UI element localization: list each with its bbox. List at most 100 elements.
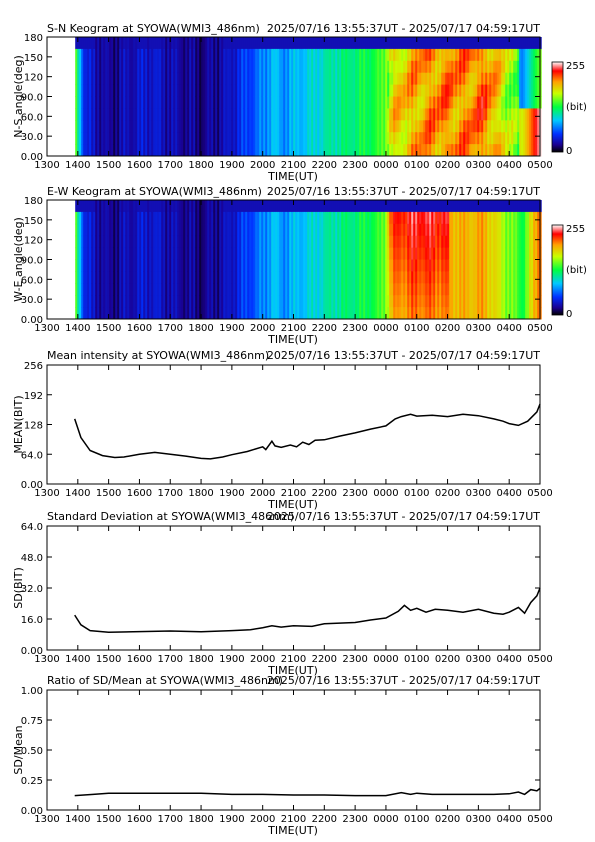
keogram-cell xyxy=(393,108,396,121)
keogram-cell xyxy=(239,48,242,62)
keogram-cell xyxy=(115,211,118,225)
keogram-cell xyxy=(521,72,524,86)
keogram-cell xyxy=(515,144,518,157)
keogram-cell xyxy=(267,72,270,86)
keogram-cell xyxy=(401,48,404,62)
keogram-cell xyxy=(101,144,104,157)
keogram-cell xyxy=(79,247,82,260)
keogram-cell xyxy=(405,60,408,74)
keogram-cell xyxy=(357,72,360,86)
keogram-cell xyxy=(497,48,500,62)
keogram-cell xyxy=(395,96,398,109)
keogram-cell xyxy=(481,235,484,249)
keogram-cell xyxy=(247,235,250,249)
keogram-cell xyxy=(323,72,326,86)
keogram-cell xyxy=(413,132,416,145)
keogram-cell xyxy=(115,295,118,308)
keogram-cell xyxy=(87,247,90,260)
keogram-cell xyxy=(233,307,236,320)
keogram-cell xyxy=(281,120,284,133)
keogram-cell xyxy=(105,271,108,284)
keogram-cell xyxy=(105,108,108,121)
keogram-cell xyxy=(473,235,476,249)
keogram-cell xyxy=(421,48,424,62)
keogram-cell xyxy=(529,223,532,237)
keogram-cell xyxy=(517,235,520,249)
keogram-cell xyxy=(201,84,204,97)
keogram-cell xyxy=(273,307,276,320)
keogram-cell xyxy=(383,37,386,50)
keogram-cell xyxy=(159,84,162,97)
keogram-cell xyxy=(333,84,336,97)
keogram-cell xyxy=(217,283,220,296)
keogram-cell xyxy=(177,120,180,133)
keogram-cell xyxy=(303,144,306,157)
keogram-cell xyxy=(487,48,490,62)
keogram-cell xyxy=(439,37,442,50)
keogram-cell xyxy=(257,120,260,133)
series-line xyxy=(73,403,541,460)
keogram-cell xyxy=(379,200,382,213)
keogram-cell xyxy=(341,235,344,249)
keogram-cell xyxy=(253,283,256,296)
plot-frame xyxy=(46,364,541,485)
keogram-cell xyxy=(325,223,328,237)
keogram-cell xyxy=(509,96,512,109)
keogram-cell xyxy=(163,223,166,237)
keogram-cell xyxy=(347,211,350,225)
keogram-cell xyxy=(143,247,146,260)
keogram-cell xyxy=(211,295,214,308)
keogram-cell xyxy=(213,211,216,225)
x-axis-label: TIME(UT) xyxy=(267,170,318,183)
keogram-cell xyxy=(415,223,418,237)
keogram-cell xyxy=(233,211,236,225)
x-tick-label: 0400 xyxy=(496,323,521,334)
keogram-cell xyxy=(333,108,336,121)
keogram-cell xyxy=(523,247,526,260)
keogram-cell xyxy=(85,223,88,237)
keogram-cell xyxy=(147,247,150,260)
keogram-cell xyxy=(311,283,314,296)
keogram-cell xyxy=(373,72,376,86)
keogram-cell xyxy=(149,235,152,249)
keogram-cell xyxy=(451,96,454,109)
keogram-cell xyxy=(225,235,228,249)
keogram-cell xyxy=(275,295,278,308)
keogram-cell xyxy=(185,108,188,121)
keogram-cell xyxy=(377,84,380,97)
keogram-cell xyxy=(307,223,310,237)
keogram-cell xyxy=(273,283,276,296)
keogram-cell xyxy=(523,37,526,50)
keogram-cell xyxy=(199,96,202,109)
keogram-cell xyxy=(509,283,512,296)
keogram-cell xyxy=(281,132,284,145)
keogram-cell xyxy=(401,271,404,284)
keogram-cell xyxy=(513,120,516,133)
keogram-cell xyxy=(207,259,210,272)
keogram-cell xyxy=(531,132,534,145)
keogram-cell xyxy=(493,271,496,284)
keogram-cell xyxy=(125,48,128,62)
keogram-cell xyxy=(497,37,500,50)
keogram-cell xyxy=(345,247,348,260)
keogram-cell xyxy=(371,259,374,272)
keogram-cell xyxy=(129,211,132,225)
keogram-cell xyxy=(121,259,124,272)
keogram-cell xyxy=(221,132,224,145)
keogram-cell xyxy=(237,60,240,74)
keogram-cell xyxy=(371,235,374,249)
keogram-cell xyxy=(359,72,362,86)
keogram-cell xyxy=(165,211,168,225)
keogram-cell xyxy=(133,37,136,50)
keogram-cell xyxy=(457,259,460,272)
keogram-cell xyxy=(261,307,264,320)
keogram-cell xyxy=(471,48,474,62)
keogram-cell xyxy=(83,259,86,272)
keogram-cell xyxy=(455,144,458,157)
keogram-cell xyxy=(487,295,490,308)
keogram-cell xyxy=(263,271,266,284)
keogram-cell xyxy=(325,200,328,213)
keogram-cell xyxy=(361,295,364,308)
keogram-cell xyxy=(265,72,268,86)
keogram-cell xyxy=(359,271,362,284)
